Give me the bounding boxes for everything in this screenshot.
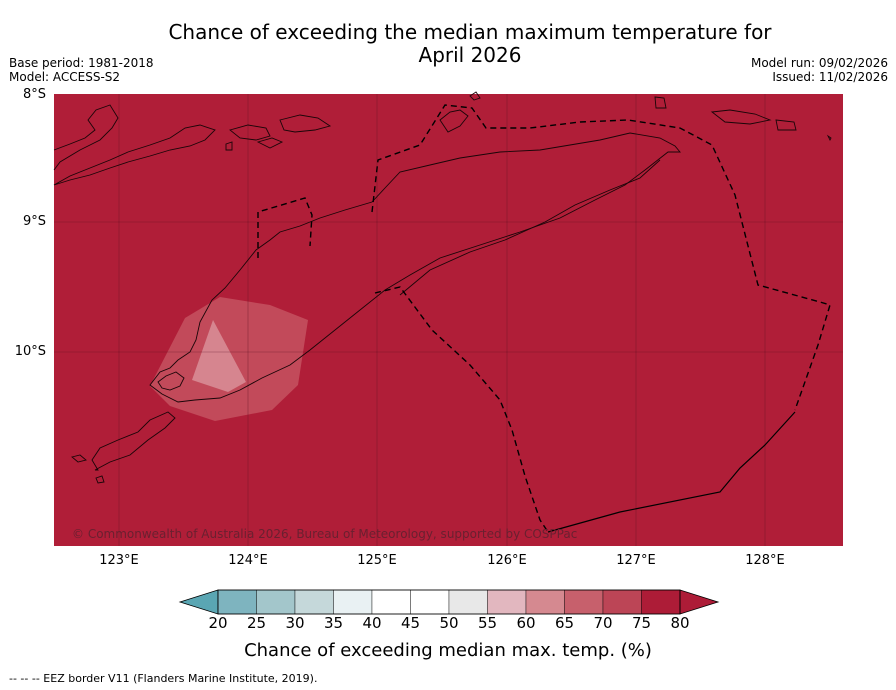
base-period-label: Base period: 1981-2018 (9, 56, 154, 70)
lon-label-124e: 124°E (228, 553, 268, 568)
colorbar-tick-label: 50 (439, 614, 459, 632)
gridlines (54, 94, 843, 546)
colorbar-tick-label: 30 (285, 614, 305, 632)
colorbar-segment (564, 589, 604, 615)
eez-footnote: -- -- -- EEZ border V11 (Flanders Marine… (9, 672, 318, 685)
lat-label-10s: 10°S (14, 344, 46, 359)
colorbar-segment (487, 589, 527, 615)
chart-title-line1: Chance of exceeding the median maximum t… (168, 20, 772, 44)
colorbar-segment (641, 589, 681, 615)
eez-borders (257, 104, 831, 533)
colorbar-extend-high (679, 589, 720, 615)
lon-label-125e: 125°E (357, 553, 397, 568)
colorbar-tick-label: 80 (670, 614, 690, 632)
map-area (54, 94, 843, 546)
lon-label-127e: 127°E (616, 553, 656, 568)
colorbar-segment (410, 589, 450, 615)
colorbar-segment (333, 589, 373, 615)
colorbar-tick-label: 40 (362, 614, 382, 632)
colorbar-outline (217, 589, 681, 615)
colorbar-tick-label: 20 (208, 614, 228, 632)
colorbar-tick-label: 65 (554, 614, 575, 632)
lat-label-8s: 8°S (22, 87, 46, 102)
colorbar-extend-low (178, 589, 219, 615)
lon-label-128e: 128°E (745, 553, 785, 568)
lon-label-126e: 126°E (487, 553, 527, 568)
colorbar-segment (525, 589, 565, 615)
coastlines (53, 91, 832, 484)
colorbar-tick-label: 70 (593, 614, 613, 632)
model-run-label: Model run: 09/02/2026 (750, 56, 888, 70)
colorbar-tick-label: 60 (516, 614, 536, 632)
copyright-notice: © Commonwealth of Australia 2026, Bureau… (72, 527, 577, 541)
colorbar-segment (602, 589, 642, 615)
model-label: Model: ACCESS-S2 (9, 70, 121, 84)
lon-label-123e: 123°E (99, 553, 139, 568)
maritime-boundary (547, 411, 796, 533)
colorbar-segment (448, 589, 488, 615)
colorbar-title: Chance of exceeding median max. temp. (%… (244, 640, 652, 661)
colorbar-tick-label: 25 (246, 614, 267, 632)
colorbar-segment (371, 589, 411, 615)
colorbar-segment (217, 589, 257, 615)
colorbar (178, 589, 720, 615)
issued-label: Issued: 11/02/2026 (772, 70, 888, 84)
colorbar-tick-label: 55 (477, 614, 498, 632)
colorbar-tick-label: 35 (323, 614, 344, 632)
colorbar-segment (256, 589, 296, 615)
probability-region-70 (192, 320, 246, 392)
chart-title-line2: April 2026 (418, 43, 522, 67)
lat-label-9s: 9°S (22, 214, 46, 229)
colorbar-tick-label: 45 (400, 614, 421, 632)
colorbar-tick-label: 75 (631, 614, 652, 632)
colorbar-segment (294, 589, 334, 615)
